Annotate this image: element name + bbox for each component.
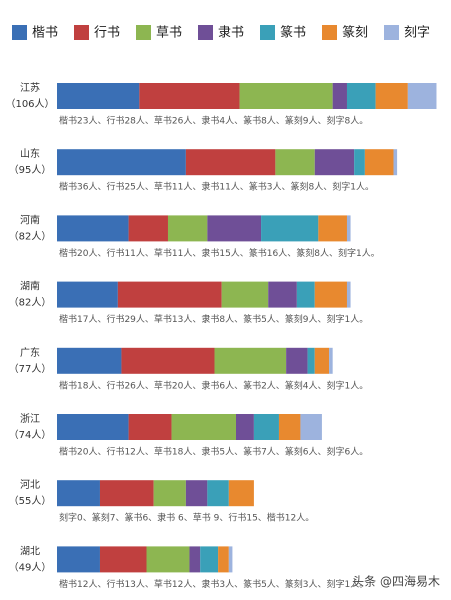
- bar-segment: [364, 149, 394, 176]
- legend-swatch: [322, 25, 337, 40]
- bar-segment: [375, 83, 408, 109]
- bar-note: 楷书36人、行书25人、草书11人、隶书11人、篆书3人、篆刻8人、刻字1人。: [59, 181, 374, 193]
- bar-segment: [121, 347, 215, 374]
- bar-segment: [236, 414, 254, 440]
- bar-segment: [57, 347, 122, 374]
- bar-note: 楷书20人、行书12人、草书18人、隶书5人、篆书7人、篆刻6人、刻字6人。: [59, 446, 368, 458]
- legend-swatch: [136, 25, 151, 40]
- legend-label: 隶书: [218, 26, 244, 41]
- watermark: 头条 @四海易木: [352, 574, 440, 589]
- bar-segment: [346, 83, 376, 109]
- bar-segment: [318, 215, 347, 242]
- category-count: （106人）: [5, 98, 54, 110]
- bar-note: 楷书23人、行书28人、草书26人、隶书4人、篆书8人、篆刻9人、刻字8人。: [59, 115, 368, 127]
- legend-label: 篆书: [280, 25, 306, 41]
- bar-segment: [278, 414, 301, 440]
- bar-segment: [185, 480, 208, 507]
- bar-segment: [332, 83, 347, 109]
- bar-segment: [207, 215, 262, 242]
- bar-note: 楷书18人、行书26人、草书20人、隶书6人、篆书2人、篆刻4人、刻字1人。: [59, 379, 368, 391]
- bar-segment: [228, 480, 254, 507]
- bar-segment: [228, 546, 233, 573]
- bar-segment: [139, 83, 240, 109]
- legend-label: 篆刻: [342, 25, 368, 41]
- bar-segment: [200, 546, 219, 573]
- legend-swatch: [384, 25, 399, 40]
- bar-segment: [314, 347, 330, 374]
- bar-segment: [261, 215, 319, 242]
- bar-segment: [146, 546, 190, 573]
- category-label: 河南: [20, 213, 40, 226]
- legend-swatch: [74, 25, 89, 40]
- legend-label: 行书: [94, 26, 120, 41]
- bar-segment: [407, 83, 437, 109]
- bar-segment: [99, 546, 147, 573]
- bar-segment: [128, 215, 168, 242]
- bar-segment: [57, 546, 100, 573]
- category-label: 浙江: [20, 413, 40, 425]
- bar-segment: [185, 149, 276, 176]
- bar-segment: [57, 480, 100, 507]
- bar-segment: [314, 281, 347, 308]
- bar-segment: [329, 347, 333, 374]
- bar-segment: [57, 83, 140, 109]
- legend-swatch: [198, 25, 213, 40]
- bar-segment: [346, 281, 351, 308]
- category-count: （82人）: [9, 297, 52, 309]
- category-label: 湖北: [20, 545, 40, 557]
- bar-segment: [296, 281, 315, 308]
- bar-note: 楷书17人、行书29人、草书13人、隶书8人、篆书5人、篆刻9人、刻字1人。: [59, 313, 368, 325]
- bar-segment: [171, 414, 236, 440]
- legend-swatch: [260, 25, 275, 40]
- bar-segment: [354, 149, 365, 176]
- category-label: 湖南: [20, 280, 40, 293]
- bar-note: 楷书12人、行书13人、草书12人、隶书3人、篆书5人、篆刻3人、刻字1人。: [59, 578, 368, 590]
- legend-label: 楷书: [32, 26, 58, 41]
- bar-segment: [346, 215, 351, 242]
- legend-swatch: [12, 25, 27, 40]
- category-count: （77人）: [9, 363, 52, 375]
- bar-segment: [300, 414, 322, 440]
- bar-segment: [189, 546, 201, 573]
- bar-note: 楷书20人、行书11人、草书11人、隶书15人、篆书16人、篆刻8人、刻字1人。: [59, 247, 380, 259]
- category-count: （74人）: [9, 429, 52, 441]
- bar-segment: [57, 215, 129, 242]
- bar-segment: [99, 480, 154, 507]
- bar-segment: [314, 149, 355, 176]
- category-count: （95人）: [9, 164, 52, 176]
- bar-segment: [117, 281, 222, 308]
- bar-segment: [393, 149, 398, 176]
- bar-segment: [218, 546, 229, 573]
- bar-segment: [57, 281, 118, 308]
- bar-segment: [253, 414, 279, 440]
- category-label: 山东: [20, 147, 40, 160]
- category-count: （49人）: [9, 561, 52, 573]
- category-label: 河北: [20, 479, 40, 491]
- category-count: （55人）: [9, 495, 52, 507]
- bar-note: 刻字0、篆刻7、篆书6、隶书 6、草书 9、行书15、楷书12人。: [59, 512, 314, 524]
- bar-segment: [57, 149, 186, 176]
- bar-segment: [307, 347, 315, 374]
- legend-label: 刻字: [404, 26, 430, 41]
- bar-segment: [221, 281, 269, 308]
- bar-segment: [128, 414, 172, 440]
- bar-segment: [268, 281, 297, 308]
- legend-label: 草书: [156, 26, 182, 41]
- bar-segment: [239, 83, 333, 109]
- bar-segment: [275, 149, 315, 176]
- bar-segment: [214, 347, 287, 374]
- bar-segment: [167, 215, 208, 242]
- bar-segment: [207, 480, 229, 507]
- bar-segment: [153, 480, 186, 507]
- category-label: 广东: [20, 346, 40, 359]
- category-label: 江苏: [20, 81, 40, 94]
- category-count: （82人）: [9, 230, 52, 242]
- bar-segment: [57, 414, 129, 440]
- bar-segment: [286, 347, 308, 374]
